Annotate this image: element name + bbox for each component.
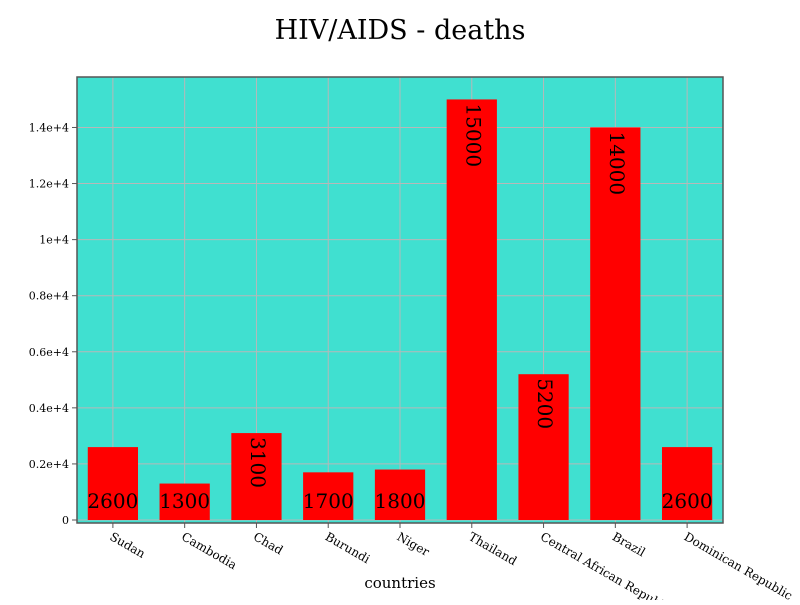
- plot-area: 0 0.2e+4 0.4e+4 0.6e+4 0.8e+4 1e+4 1.2e+4 1.4e+…: [29, 76, 795, 605]
- x-tick-label: Chad: [251, 529, 286, 557]
- x-tick-label: Dominican Republic: [682, 529, 795, 600]
- y-tick-label: 1e+4: [39, 234, 69, 247]
- y-tick-label: 0: [62, 514, 69, 527]
- bar-value-label: 3100: [246, 437, 270, 488]
- bar: [303, 472, 354, 520]
- bar: [446, 99, 497, 520]
- bar: [374, 469, 426, 520]
- y-tick-label: 1.4e+4: [29, 121, 69, 134]
- bar: [231, 433, 282, 520]
- bar-value-label: 5200: [533, 378, 557, 429]
- bar: [661, 447, 713, 520]
- bar-value-label: 2600: [662, 489, 713, 513]
- y-tick-label: 0.4e+4: [29, 402, 69, 415]
- bar-value-label: 1700: [303, 489, 354, 513]
- bar-value-label: 1800: [375, 489, 426, 513]
- x-axis-label: countries: [364, 574, 435, 592]
- bar: [518, 374, 569, 520]
- bar-value-label: 14000: [605, 131, 629, 195]
- bar-value-label: 2600: [87, 489, 138, 513]
- x-tick-label: Niger: [395, 529, 432, 559]
- y-tick-label: 0.8e+4: [29, 290, 69, 303]
- bar-value-label: 15000: [461, 103, 485, 167]
- bar: [87, 447, 139, 520]
- bar-value-label: 1300: [159, 489, 210, 513]
- x-tick-label: Thailand: [466, 529, 519, 568]
- chart-title: HIV/AIDS - deaths: [275, 15, 526, 46]
- bar: [590, 127, 641, 520]
- y-tick-label: 0.6e+4: [29, 346, 69, 359]
- x-tick-label: Sudan: [107, 529, 148, 561]
- x-tick-label: Brazil: [610, 529, 648, 559]
- y-tick-label: 1.2e+4: [29, 178, 69, 191]
- x-tick-label: Cambodia: [179, 529, 239, 572]
- x-tick-label: Burundi: [323, 529, 373, 566]
- x-tick-label: Central African Republic: [538, 529, 676, 600]
- plot-frame: [76, 76, 724, 524]
- y-tick-label: 0.2e+4: [29, 458, 69, 471]
- bar: [159, 483, 210, 520]
